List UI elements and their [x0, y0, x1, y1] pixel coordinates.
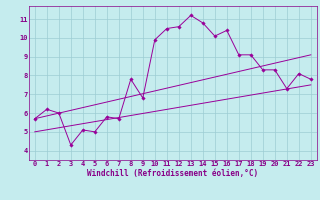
X-axis label: Windchill (Refroidissement éolien,°C): Windchill (Refroidissement éolien,°C) — [87, 169, 258, 178]
